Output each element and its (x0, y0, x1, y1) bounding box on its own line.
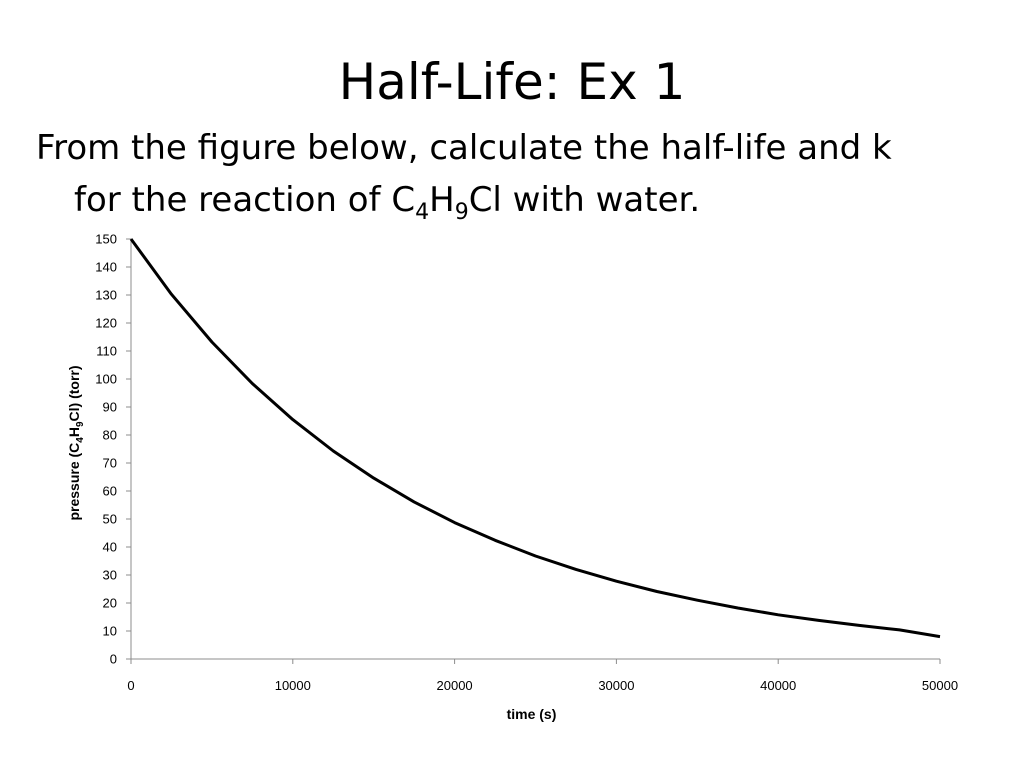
x-axis-ticks: 0 10000 20000 30000 40000 50000 (127, 659, 958, 693)
slide-body: From the figure below, calculate the hal… (36, 122, 996, 226)
y-tick-label: 50 (103, 512, 117, 527)
x-tick-label: 20000 (437, 678, 473, 693)
x-tick-label: 30000 (598, 678, 634, 693)
series-line (129, 238, 941, 639)
y-tick-label: 140 (95, 260, 117, 275)
y-tick-label: 120 (95, 316, 117, 331)
y-tick-label: 130 (95, 288, 117, 303)
y-tick-label: 80 (103, 428, 117, 443)
body-line-2-prefix: for the reaction of C (74, 180, 416, 220)
y-axis-title: pressure (C4H9Cl) (torr) (66, 365, 86, 520)
body-line-2-suffix: Cl with water. (468, 180, 701, 220)
y-tick-label: 30 (103, 568, 117, 583)
y-tick-label: 60 (103, 484, 117, 499)
y-axis-title-subscript-9: 9 (75, 421, 86, 427)
y-tick-label: 0 (110, 652, 117, 667)
y-axis-title-suffix: Cl) (torr) (66, 365, 82, 421)
y-axis-ticks: 0 10 20 30 40 50 60 70 80 90 100 110 120 130 140 150 (95, 232, 131, 667)
body-line-1: From the figure below, calculate the hal… (36, 128, 892, 168)
y-tick-label: 150 (95, 232, 117, 247)
body-line-2-mid: H (429, 180, 455, 220)
y-tick-label: 10 (103, 624, 117, 639)
y-tick-label: 70 (103, 456, 117, 471)
y-tick-label: 100 (95, 372, 117, 387)
pressure-vs-time-chart: 0 10 20 30 40 50 60 70 80 90 100 110 120 130 140 150 0 1… (66, 232, 958, 723)
slide-title: Half-Life: Ex 1 (338, 53, 686, 111)
x-tick-label: 0 (127, 678, 134, 693)
y-tick-label: 90 (103, 400, 117, 415)
y-tick-label: 110 (96, 344, 117, 359)
y-axis-title-subscript-4: 4 (75, 437, 86, 443)
x-tick-label: 10000 (275, 678, 311, 693)
body-line-2: for the reaction of C4H9Cl with water. (36, 174, 996, 226)
y-tick-label: 40 (103, 540, 117, 555)
y-axis-title-prefix: pressure (C (66, 443, 82, 521)
x-tick-label: 40000 (760, 678, 796, 693)
y-axis-title-mid: H (66, 427, 82, 437)
x-tick-label: 50000 (922, 678, 958, 693)
body-line-2-subscript-9: 9 (454, 200, 469, 225)
body-line-2-subscript-4: 4 (415, 200, 430, 225)
y-tick-label: 20 (103, 596, 117, 611)
x-axis-title: time (s) (507, 706, 557, 722)
